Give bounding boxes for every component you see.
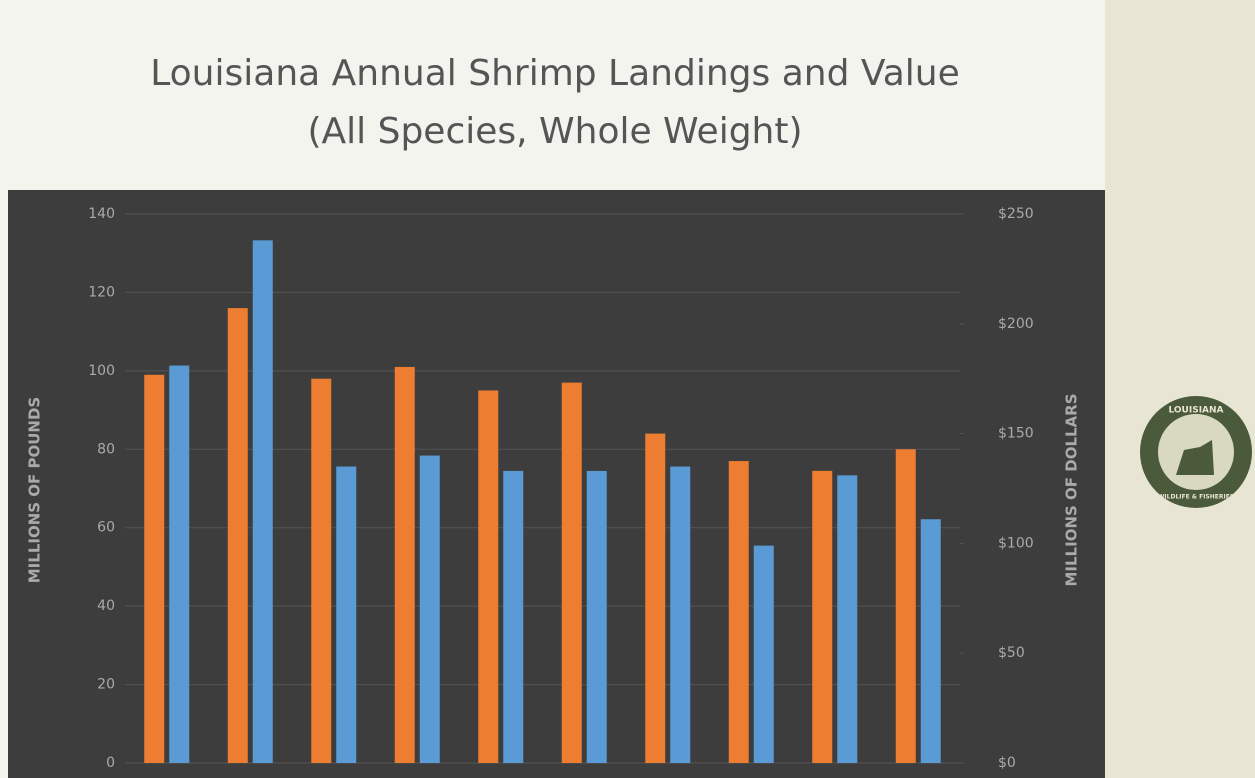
y-tick-label: 80: [97, 441, 115, 457]
y-tick-label: 40: [97, 598, 115, 614]
y2-tick-label: $250: [998, 206, 1034, 222]
bar: [837, 475, 858, 763]
y2-tick-label: $50: [998, 645, 1025, 661]
bar: [812, 470, 833, 763]
bar: [920, 519, 941, 763]
bar: [561, 382, 582, 763]
bar: [753, 545, 774, 763]
logo-deer: [1176, 440, 1214, 475]
y-tick-label: 140: [88, 206, 115, 222]
bar: [645, 433, 666, 763]
y2-tick-label: $200: [998, 316, 1034, 332]
y2-tick-label: $100: [998, 535, 1034, 551]
bar: [169, 365, 190, 763]
bar: [336, 466, 357, 763]
bar: [478, 390, 499, 763]
y-tick-label: 100: [88, 363, 115, 379]
y-axis-title: MILLIONS OF POUNDS: [26, 397, 44, 584]
y-tick-label: 60: [97, 520, 115, 536]
chart-title: Louisiana Annual Shrimp Landings and Val…: [150, 53, 960, 94]
logo: LOUISIANA WILDLIFE & FISHERIES: [1140, 396, 1252, 508]
side-strip: [1105, 0, 1255, 778]
bar: [503, 470, 524, 763]
bar: [419, 455, 440, 763]
bar: [586, 470, 607, 763]
bar: [227, 308, 248, 763]
y2-tick-label: $0: [998, 755, 1016, 771]
bar: [895, 449, 916, 763]
chart-subtitle: (All Species, Whole Weight): [307, 111, 802, 152]
bar: [728, 461, 749, 763]
bar: [311, 378, 332, 763]
bar: [252, 240, 273, 764]
logo-text: LOUISIANA: [1168, 406, 1223, 416]
logo-text: WILDLIFE & FISHERIES: [1158, 494, 1234, 501]
bar: [670, 466, 691, 763]
y2-axis-title: MILLIONS OF DOLLARS: [1063, 393, 1081, 586]
bar: [144, 374, 165, 763]
y-tick-label: 20: [97, 677, 115, 693]
y-tick-label: 120: [88, 284, 115, 300]
y-tick-label: 0: [106, 755, 115, 771]
y2-tick-label: $150: [998, 426, 1034, 442]
bar: [394, 366, 415, 763]
